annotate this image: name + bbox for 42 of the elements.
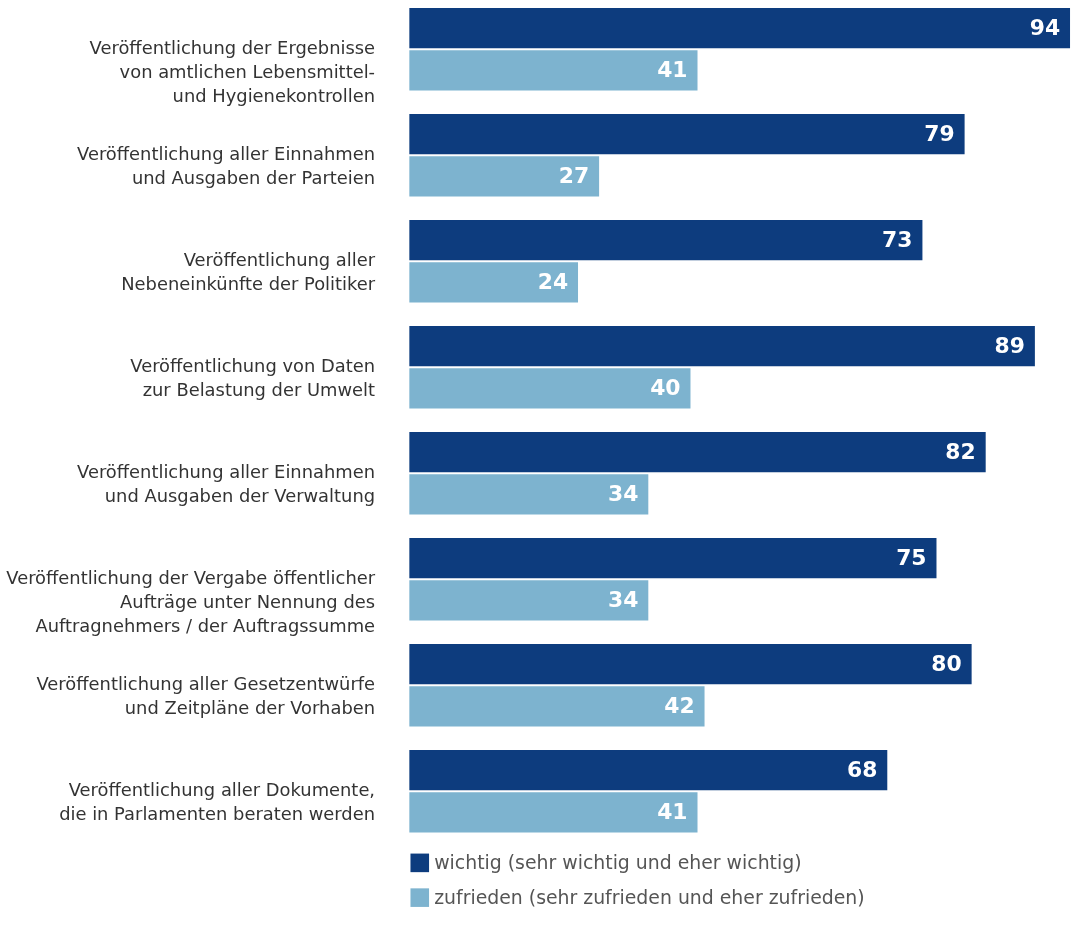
bar <box>409 7 1071 49</box>
bar <box>409 580 649 621</box>
y-tick-label: Veröffentlichung der Vergabe öffentlicher Aufträge unter Nennung des Auftragnehmers / der Auftragssumme <box>6 567 376 636</box>
bar <box>409 325 1035 367</box>
data-label: 94 <box>1029 15 1061 41</box>
bar <box>409 686 705 727</box>
bar <box>409 262 579 303</box>
bar <box>409 431 986 473</box>
legend-label: zufrieden (sehr zufrieden und eher zufrieden) <box>434 885 865 908</box>
data-label: 80 <box>931 650 962 676</box>
data-label: 41 <box>657 57 688 83</box>
data-label: 42 <box>664 693 695 719</box>
y-tick-label: Veröffentlichung der Ergebnisse von amtlichen Lebensmittel- und Hygienekontrollen <box>89 37 376 106</box>
bar <box>409 219 923 261</box>
data-label: 75 <box>896 544 927 570</box>
data-label: 68 <box>846 756 878 782</box>
data-label: 27 <box>558 163 590 189</box>
bar <box>409 537 937 579</box>
data-label: 41 <box>657 799 688 825</box>
data-label: 34 <box>607 587 639 613</box>
bar <box>409 113 965 155</box>
bar <box>409 156 600 197</box>
bar <box>409 749 888 791</box>
y-tick-label: Veröffentlichung aller Nebeneinkünfte der Politiker <box>121 249 376 295</box>
data-label: 73 <box>882 227 913 253</box>
bar <box>409 474 649 515</box>
y-tick-label: Veröffentlichung von Daten zur Belastung der Umwelt <box>130 355 376 401</box>
data-label: 34 <box>607 481 639 507</box>
y-tick-label: Veröffentlichung aller Einnahmen und Ausgaben der Parteien <box>77 143 376 189</box>
data-label: 79 <box>924 121 955 147</box>
data-label: 82 <box>945 439 976 464</box>
y-tick-label: Veröffentlichung aller Gesetzentwürfe und Zeitpläne der Vorhaben <box>36 673 376 719</box>
bar <box>409 792 698 833</box>
data-label: 89 <box>994 333 1025 359</box>
bar <box>409 643 972 685</box>
data-label: 24 <box>537 269 569 295</box>
y-tick-label: Veröffentlichung aller Einnahmen und Ausgaben der Verwaltung <box>77 461 376 507</box>
legend-label: wichtig (sehr wichtig und eher wichtig) <box>434 850 802 873</box>
bar <box>409 368 691 409</box>
y-tick-label: Veröffentlichung aller Dokumente, die in Parlamenten beraten werden <box>59 779 376 825</box>
bar <box>409 50 698 91</box>
data-label: 40 <box>650 375 681 401</box>
